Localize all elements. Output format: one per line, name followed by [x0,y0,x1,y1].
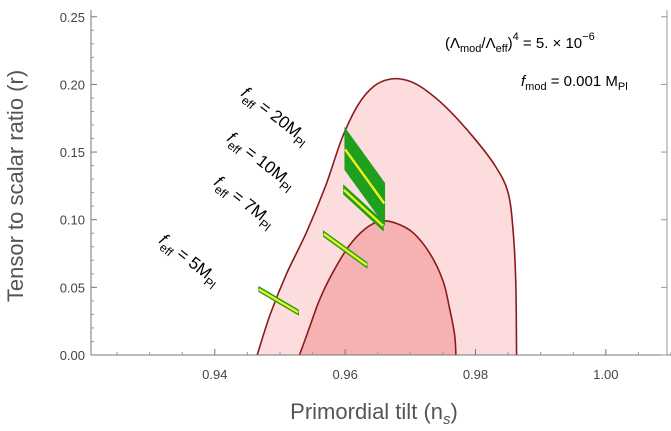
x-tick-label: 0.96 [333,367,358,382]
x-tick-label: 1.00 [593,367,618,382]
ratio-annotation: (Λmod/Λeff)4 = 5. × 10−6 [445,31,595,55]
confidence-region-95 [256,77,518,356]
y-tick-label: 0.10 [60,213,85,228]
prediction-line-2 [322,232,368,266]
y-tick-label: 0.05 [60,280,85,295]
y-axis-title: Tensor to scalar ratio (r) [3,70,28,302]
y-tick-label: 0.00 [60,348,85,363]
y-tick-label: 0.20 [60,77,85,92]
x-axis-title: Primordial tilt (ns) [290,399,458,428]
prediction-line-4 [344,148,386,205]
confidence-regions [256,77,518,356]
x-tick-label: 0.98 [463,367,488,382]
ticks: 0.94 0.96 0.98 1.00 0.00 0.05 0.10 0.15 0.20 0.25 [60,10,671,382]
x-tick-label: 0.94 [202,367,227,382]
prediction-line-3 [343,189,384,227]
series-label-3: feff = 10MPl [221,128,299,196]
y-tick-label: 0.15 [60,145,85,160]
model-predictions [258,126,386,316]
y-tick-label: 0.25 [60,10,85,25]
confidence-region-68 [298,220,457,356]
fmod-annotation: fmod = 0.001 MPl [521,73,628,93]
prediction-line-1 [258,288,299,314]
series-label-2: feff = 7MPl [208,172,279,234]
axes [90,10,671,356]
series-label-1: feff = 5MPl [153,230,224,292]
